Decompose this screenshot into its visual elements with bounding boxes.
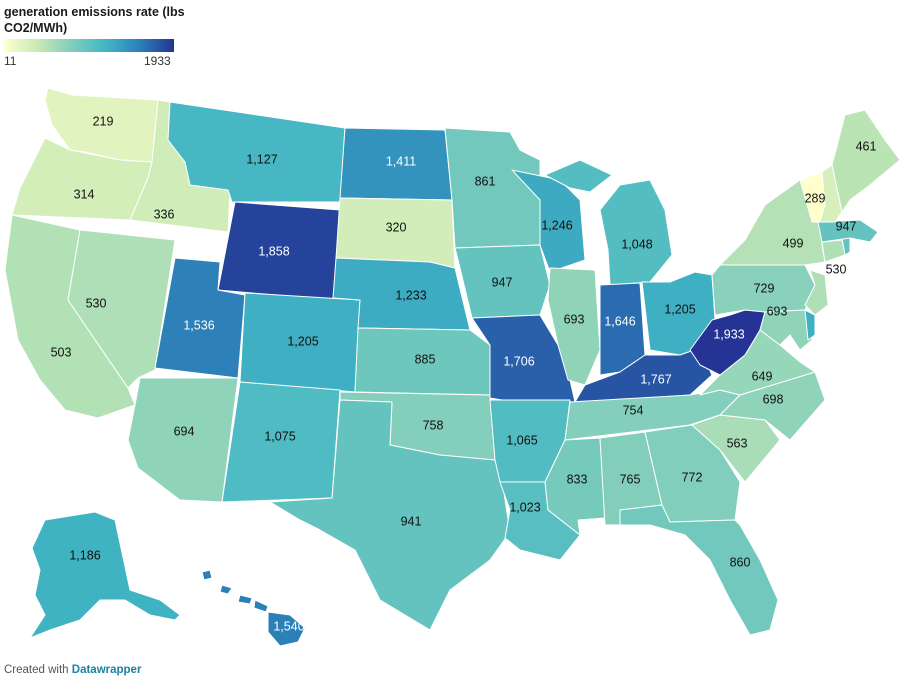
value-label-UT: 1,536 [183, 318, 214, 332]
value-label-AK: 1,186 [69, 548, 100, 562]
value-label-WA: 219 [93, 114, 114, 128]
value-label-TX: 941 [401, 514, 422, 528]
value-label-AL: 765 [620, 472, 641, 486]
value-label-NY: 499 [783, 236, 804, 250]
state-MI[interactable] [544, 159, 673, 286]
legend-color-scale [4, 39, 174, 52]
datawrapper-link[interactable]: Datawrapper [71, 664, 142, 676]
value-label-OH: 1,205 [664, 302, 695, 316]
value-label-GA: 772 [682, 470, 703, 484]
value-label-WV: 1,933 [713, 327, 744, 341]
value-label-KS: 885 [415, 352, 436, 366]
value-label-MS: 833 [567, 472, 588, 486]
value-label-CA: 503 [51, 345, 72, 359]
state-TX[interactable] [269, 399, 511, 631]
value-label-NM: 1,075 [264, 429, 295, 443]
value-label-IN: 1,646 [604, 314, 635, 328]
legend-max-label: 1933 [144, 54, 171, 68]
state-FL[interactable] [619, 504, 779, 636]
value-label-SC: 563 [727, 436, 748, 450]
state-AZ[interactable] [127, 377, 239, 503]
value-label-VA: 649 [752, 369, 773, 383]
state-AK[interactable] [29, 511, 181, 639]
value-label-MA: 947 [836, 219, 857, 233]
value-label-OR: 314 [74, 187, 95, 201]
value-label-IA: 947 [492, 275, 513, 289]
value-label-PA: 729 [754, 281, 775, 295]
value-label-VT: 289 [805, 191, 826, 205]
value-label-OK: 758 [423, 418, 444, 432]
legend-min-label: 11 [4, 54, 17, 68]
value-label-MD: 693 [767, 304, 788, 318]
state-CT[interactable] [821, 239, 846, 263]
value-label-MT: 1,127 [246, 152, 277, 166]
value-label-WI: 1,246 [541, 218, 572, 232]
value-label-LA: 1,023 [509, 500, 540, 514]
footer-credit: Created with Datawrapper [4, 664, 141, 676]
value-label-ND: 1,411 [386, 154, 416, 168]
state-NV[interactable] [67, 229, 176, 389]
value-label-MI: 1,048 [621, 237, 652, 251]
state-NC[interactable] [689, 371, 826, 441]
value-label-MN: 861 [475, 174, 496, 188]
value-label-AR: 1,065 [506, 433, 537, 447]
value-label-MO: 1,706 [503, 354, 534, 368]
state-IL[interactable] [547, 267, 601, 386]
value-label-TN: 754 [623, 403, 644, 417]
value-label-CO: 1,205 [287, 334, 318, 348]
value-label-AZ: 694 [174, 424, 195, 438]
state-MA[interactable] [817, 219, 879, 243]
legend-title: generation emissions rate (lbs CO2/MWh) [4, 5, 185, 35]
value-label-NC: 698 [763, 392, 784, 406]
value-label-ID: 336 [154, 207, 175, 221]
value-label-NJ: 530 [826, 262, 847, 276]
state-ME[interactable] [831, 109, 901, 213]
state-HI[interactable] [201, 569, 306, 647]
value-label-NE: 1,233 [395, 288, 426, 302]
value-label-NV: 530 [86, 296, 107, 310]
value-label-WY: 1,858 [258, 244, 289, 258]
state-WV[interactable] [689, 309, 766, 376]
value-label-IL: 693 [564, 312, 585, 326]
footer-prefix: Created with [4, 664, 69, 676]
value-label-ME: 461 [856, 139, 877, 153]
value-label-KY: 1,767 [640, 372, 671, 386]
value-label-HI: 1,540 [273, 619, 304, 633]
value-label-FL: 860 [730, 555, 751, 569]
value-label-SD: 320 [386, 220, 407, 234]
state-DE[interactable] [804, 309, 816, 341]
